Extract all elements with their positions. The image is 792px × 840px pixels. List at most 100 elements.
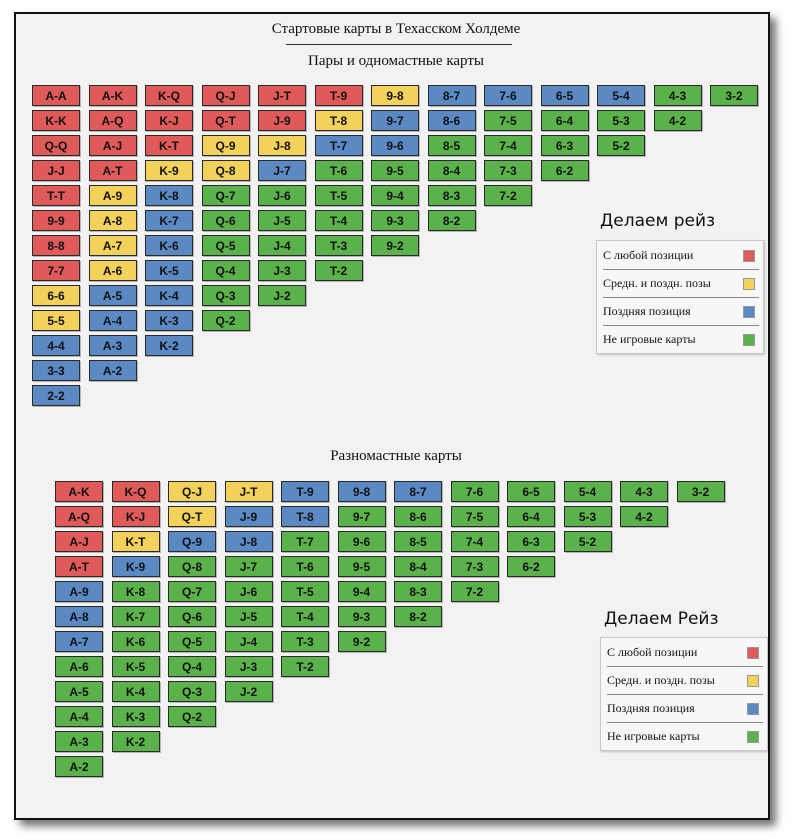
hand-card: 4-2 (620, 506, 668, 527)
hand-card: 9-4 (371, 185, 419, 206)
hand-card: 8-4 (394, 556, 442, 577)
hand-column: 3-2 (710, 85, 758, 106)
hand-card: A-J (55, 531, 103, 552)
legend-swatch (747, 703, 759, 715)
hand-card: T-2 (314, 260, 363, 281)
legend-item: Поздняя позиция (603, 298, 759, 326)
hand-card: 7-6 (484, 85, 532, 106)
hand-card: J-4 (258, 235, 306, 256)
hand-card: Q-8 (201, 160, 250, 181)
legend-label: Не игровые карты (603, 332, 696, 346)
hand-card: T-6 (281, 556, 329, 577)
legend-item: С любой позиции (607, 639, 763, 667)
hand-card: J-T (258, 85, 306, 106)
hand-column: K-Q K-J K-T K-9 K-8 K-7 K-6 K-5 K-4 K-3 K-2 (111, 481, 160, 752)
legend2-title: Делаем Рейз (604, 609, 719, 629)
hand-card: Q-8 (168, 556, 216, 577)
hand-column: Q-J Q-T Q-9 Q-8 Q-7 Q-6 Q-5 Q-4 Q-3 Q-2 (168, 481, 216, 727)
hand-card: 7-5 (484, 110, 532, 131)
hand-card: 9-6 (337, 531, 386, 552)
hand-card: J-T (224, 481, 273, 502)
hand-card: K-3 (145, 310, 193, 331)
hand-card: K-J (145, 110, 193, 131)
hand-card: 9-2 (337, 631, 386, 652)
hand-card: Q-7 (201, 185, 250, 206)
hand-card: J-2 (224, 681, 273, 702)
hand-card: K-9 (145, 160, 193, 181)
hand-card: T-3 (314, 235, 363, 256)
hand-card: T-2 (281, 656, 329, 677)
hand-card: A-8 (55, 606, 103, 627)
hand-card: K-T (111, 531, 160, 552)
hand-card: Q-3 (168, 681, 216, 702)
hand-card: 6-4 (507, 506, 555, 527)
hand-card: K-2 (145, 335, 193, 356)
hand-card: 9-3 (337, 606, 386, 627)
hand-card: T-4 (281, 606, 329, 627)
hand-card: 9-7 (337, 506, 386, 527)
hand-card: 6-2 (540, 160, 589, 181)
hand-column: 6-5 6-4 6-3 6-2 (540, 85, 589, 181)
hand-card: A-2 (88, 360, 137, 381)
hand-card: T-8 (281, 506, 329, 527)
hand-card: 7-6 (450, 481, 499, 502)
hand-card: A-5 (88, 285, 137, 306)
hand-card: Q-2 (168, 706, 216, 727)
hand-column: 9-8 9-7 9-6 9-5 9-4 9-3 9-2 (371, 85, 419, 256)
hand-card: 9-3 (371, 210, 419, 231)
hand-column: 3-2 (676, 481, 725, 502)
hand-card: 9-9 (32, 210, 80, 231)
hand-card: T-6 (314, 160, 363, 181)
hand-card: Q-6 (168, 606, 216, 627)
hand-card: K-8 (145, 185, 193, 206)
hand-card: K-8 (111, 581, 160, 602)
hand-card: J-7 (258, 160, 306, 181)
hand-card: 3-3 (32, 360, 80, 381)
legend-swatch (743, 250, 755, 262)
hand-card: 7-4 (450, 531, 499, 552)
hand-card: K-7 (145, 210, 193, 231)
hand-card: Q-9 (168, 531, 216, 552)
hand-card: 5-2 (563, 531, 612, 552)
hand-column: 4-3 4-2 (620, 481, 668, 527)
hand-card: T-5 (314, 185, 363, 206)
hand-card: T-4 (314, 210, 363, 231)
hand-card: A-Q (88, 110, 137, 131)
hand-card: 9-4 (337, 581, 386, 602)
hand-card: J-3 (258, 260, 306, 281)
hand-card: K-4 (111, 681, 160, 702)
hand-card: T-8 (314, 110, 363, 131)
hand-card: 6-4 (540, 110, 589, 131)
hand-card: K-9 (111, 556, 160, 577)
legend-item: С любой позиции (603, 242, 759, 270)
hand-card: 8-7 (427, 85, 476, 106)
main-title: Стартовые карты в Техасском Холдеме (271, 21, 521, 37)
hand-card: J-7 (224, 556, 273, 577)
hand-column: T-9 T-8 T-7 T-6 T-5 T-4 T-3 T-2 (281, 481, 329, 677)
hand-column: 8-7 8-6 8-5 8-4 8-3 8-2 (394, 481, 442, 627)
legend2: С любой позиции Средн. и поздн. позы Поздн… (600, 637, 768, 751)
hand-card: 9-8 (337, 481, 386, 502)
hand-column: Q-J Q-T Q-9 Q-8 Q-7 Q-6 Q-5 Q-4 Q-3 Q-2 (201, 85, 250, 331)
legend-item: Средн. и поздн. позы (607, 667, 763, 695)
hand-card: J-5 (258, 210, 306, 231)
legend-label: Поздняя позиция (607, 701, 695, 715)
hand-card: 9-5 (337, 556, 386, 577)
hand-card: 7-2 (450, 581, 499, 602)
section1-title: Пары и одномастные карты (308, 53, 484, 69)
hand-card: 4-3 (620, 481, 668, 502)
hand-card: 6-6 (32, 285, 80, 306)
hand-card: 2-2 (32, 385, 80, 406)
hand-card: 9-5 (371, 160, 419, 181)
legend-label: С любой позиции (603, 248, 694, 262)
hand-card: Q-4 (168, 656, 216, 677)
hand-card: A-K (88, 85, 137, 106)
hand-card: K-K (32, 110, 80, 131)
hand-card: J-6 (224, 581, 273, 602)
hand-card: 7-2 (484, 185, 532, 206)
hand-card: 6-3 (540, 135, 589, 156)
hand-card: 8-4 (427, 160, 476, 181)
hand-card: T-7 (314, 135, 363, 156)
hand-card: 4-4 (32, 335, 80, 356)
legend-label: Поздняя позиция (603, 304, 691, 318)
